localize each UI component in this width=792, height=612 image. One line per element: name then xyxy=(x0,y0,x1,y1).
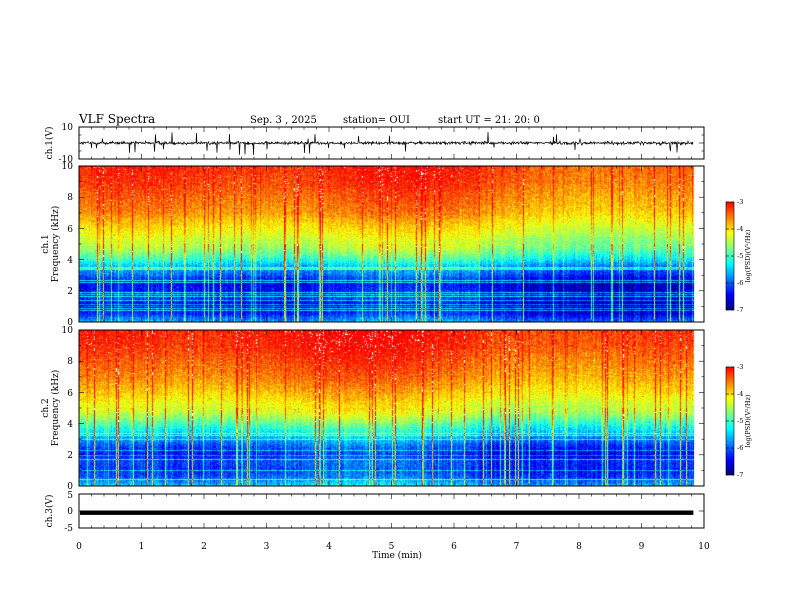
ch2-colorbar-ticks xyxy=(726,366,734,476)
time-axis: 0 1 2 3 4 5 6 7 8 9 10 Time (min) xyxy=(76,542,710,561)
ch1-spectrogram-image xyxy=(79,166,704,322)
ch1-waveform-ticks xyxy=(78,126,705,160)
ch1-waveform-panel: 10 -10 ch.1(V) xyxy=(44,123,705,165)
xtick-10: 10 xyxy=(698,542,710,552)
header-station: station= OUI xyxy=(343,115,410,126)
ch2-spectrogram-image xyxy=(79,330,704,486)
ch1-spectrogram-ticks xyxy=(78,165,705,323)
xtick-8: 8 xyxy=(576,542,582,552)
ch2-ylabel-channel: ch.2 xyxy=(41,398,51,417)
xtick-0: 0 xyxy=(76,542,82,552)
ch1-cb-tick-m3: -3 xyxy=(737,198,743,206)
ch3-ytick-5: 5 xyxy=(67,491,73,501)
ch3-ytick-m5: -5 xyxy=(64,524,73,534)
ch1-ylabel-channel: ch.1 xyxy=(41,234,51,253)
ch1-cb-tick-m4: -4 xyxy=(737,225,743,233)
ch2-ylabel-frequency: Frequency (kHz) xyxy=(50,370,61,447)
xtick-6: 6 xyxy=(451,542,457,552)
ch3-waveform-panel: 5 0 -5 ch.3(V) xyxy=(44,491,705,534)
ch3-waveform-line xyxy=(80,510,694,515)
ch1-ytick-2: 2 xyxy=(67,287,73,297)
ch1-waveform-line xyxy=(79,131,694,155)
ch2-ytick-2: 2 xyxy=(67,451,73,461)
ch2-cb-tick-m6: -6 xyxy=(737,444,743,452)
ch2-cb-tick-m3: -3 xyxy=(737,363,743,371)
ch2-spectrogram-image-holder xyxy=(79,330,704,486)
ch2-ytick-10: 10 xyxy=(62,326,74,336)
ch2-colorbar: -3 -4 -5 -6 -7 log(PSD)(V²/Hz) xyxy=(725,363,752,479)
x-axis-label: Time (min) xyxy=(372,550,422,561)
ch1-cb-tick-m5: -5 xyxy=(737,252,743,260)
ch3-ytick-0: 0 xyxy=(67,507,73,517)
ch1-ylabel-frequency: Frequency (kHz) xyxy=(50,206,61,283)
ch2-spectrogram-panel: 0 2 4 6 8 10 ch.2 Frequency (kHz) xyxy=(41,326,705,492)
ch2-ytick-0: 0 xyxy=(67,482,73,492)
ch1-cb-tick-m6: -6 xyxy=(737,279,743,287)
ch1-waveform-ylabel: ch.1(V) xyxy=(44,127,55,160)
xtick-1: 1 xyxy=(139,542,145,552)
xtick-5: 5 xyxy=(389,542,395,552)
ch2-spectrogram-ticks xyxy=(78,329,705,487)
ch1-colorbar-label: log(PSD)(V²/Hz) xyxy=(744,229,752,282)
ch1-ytick-10: 10 xyxy=(62,162,74,172)
figure-title: VLF Spectra xyxy=(78,112,155,126)
ch2-colorbar-label: log(PSD)(V²/Hz) xyxy=(744,394,752,447)
ch1-ytick-6: 6 xyxy=(67,225,73,235)
ch2-ytick-8: 8 xyxy=(67,357,73,367)
xtick-2: 2 xyxy=(201,542,207,552)
header-start-time: start UT = 21: 20: 0 xyxy=(438,115,540,126)
ch1-ytick-top: 10 xyxy=(62,123,74,133)
ch2-cb-tick-m5: -5 xyxy=(737,417,743,425)
xtick-4: 4 xyxy=(326,542,332,552)
ch2-ytick-6: 6 xyxy=(67,389,73,399)
ch2-cb-tick-m7: -7 xyxy=(737,471,743,479)
ch1-spectrogram-image-holder xyxy=(79,166,704,322)
ch3-waveform-ylabel: ch.3(V) xyxy=(44,495,55,528)
xtick-9: 9 xyxy=(639,542,645,552)
ch2-ytick-4: 4 xyxy=(67,420,73,430)
ch1-ytick-bottom: -10 xyxy=(59,155,74,165)
ch1-ytick-4: 4 xyxy=(67,256,73,266)
xtick-3: 3 xyxy=(264,542,270,552)
ch1-colorbar: -3 -4 -5 -6 -7 log(PSD)(V²/Hz) xyxy=(725,198,752,314)
xtick-7: 7 xyxy=(514,542,520,552)
ch1-ytick-8: 8 xyxy=(67,193,73,203)
ch2-cb-tick-m4: -4 xyxy=(737,390,743,398)
header-date: Sep. 3 , 2025 xyxy=(250,115,317,126)
ch1-cb-tick-m7: -7 xyxy=(737,306,743,314)
ch3-waveform-ticks xyxy=(78,493,705,529)
ch1-spectrogram-panel: 0 2 4 6 8 10 ch.1 Frequency (kHz) xyxy=(41,162,705,328)
ch1-ytick-0: 0 xyxy=(67,318,73,328)
ch1-colorbar-ticks xyxy=(726,201,734,311)
